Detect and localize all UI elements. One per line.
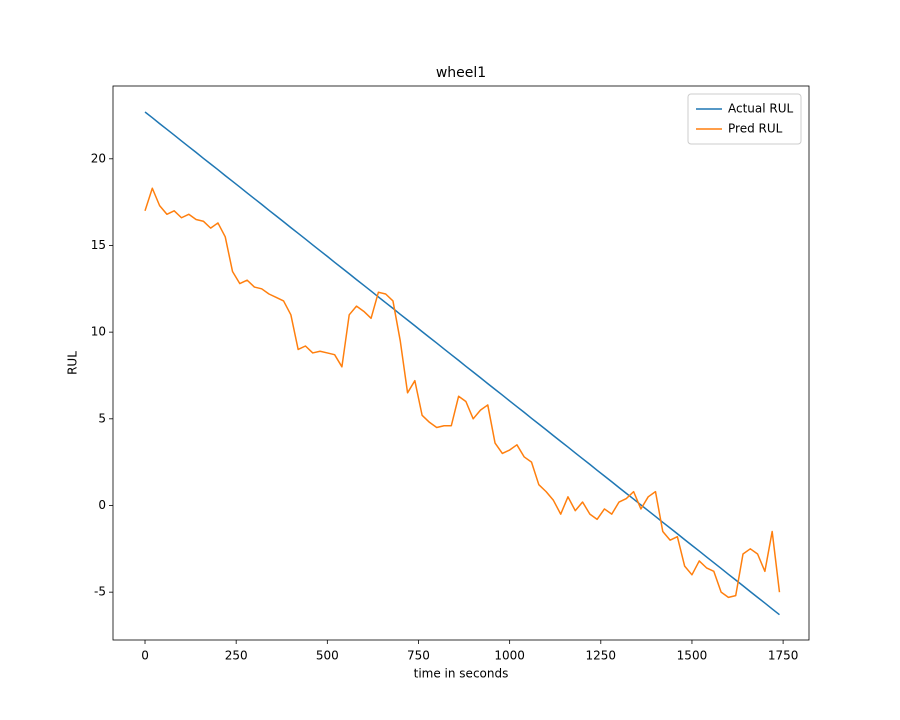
data-line	[144, 187, 781, 599]
x-tick-label: 500	[316, 649, 339, 663]
x-axis-label: time in seconds	[414, 667, 509, 681]
legend-label: Actual RUL	[728, 102, 794, 116]
legend-label: Pred RUL	[728, 122, 783, 136]
x-tick-label: 1000	[494, 649, 525, 663]
x-tick-label: 250	[225, 649, 248, 663]
x-tick-label: 1250	[586, 649, 617, 663]
x-tick-label: 1750	[768, 649, 799, 663]
chart-title: wheel1	[436, 65, 486, 81]
plot-frame	[112, 85, 810, 641]
y-tick-label: 15	[91, 238, 106, 252]
y-tick-label: -5	[94, 585, 106, 599]
y-tick-label: 0	[98, 498, 106, 512]
y-tick-label: 5	[98, 411, 106, 425]
y-tick-label: 10	[91, 325, 106, 339]
y-tick-label: 20	[91, 151, 106, 165]
y-axis-label: RUL	[66, 351, 80, 375]
data-line	[144, 111, 780, 616]
legend-box	[687, 93, 802, 145]
x-tick-label: 0	[141, 649, 149, 663]
x-tick-label: 750	[407, 649, 430, 663]
x-tick-label: 1500	[677, 649, 708, 663]
